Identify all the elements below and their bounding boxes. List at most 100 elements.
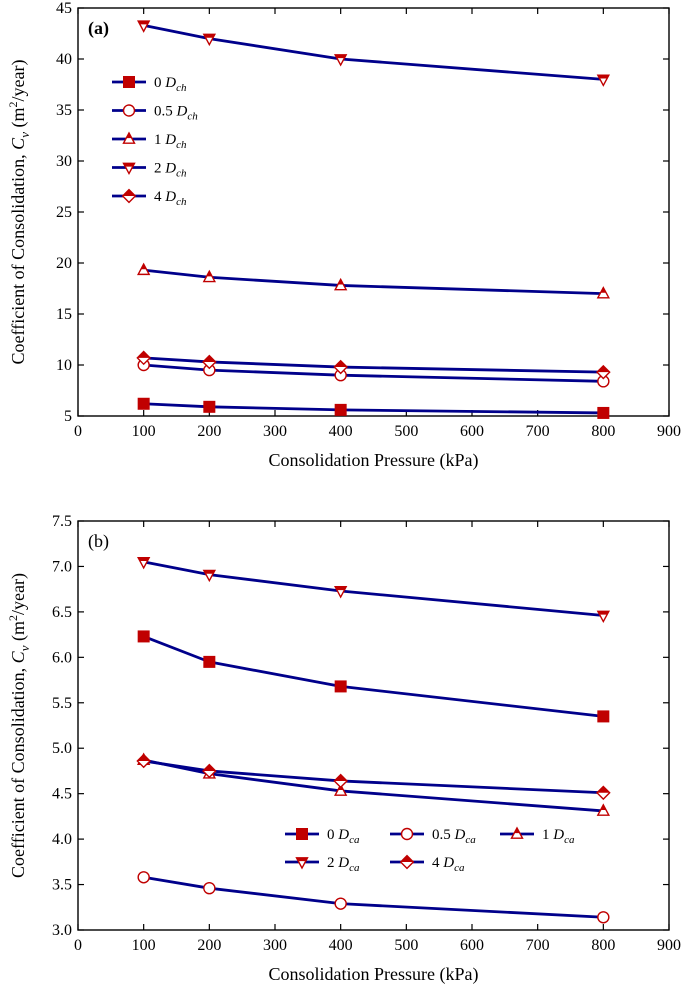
series-diamond <box>136 350 611 380</box>
data-point <box>136 262 151 276</box>
legend-marker <box>123 76 135 88</box>
data-point <box>596 803 611 816</box>
y-tick-label: 25 <box>56 204 72 221</box>
legend-marker <box>399 854 415 870</box>
panel-a-chart: 0 100 200 300 400 500 600 700 800 900 5 10 15 20 25 30 3… <box>6 0 681 471</box>
marker-fill <box>296 857 308 862</box>
x-axis-title: Consolidation Pressure (kPa) <box>269 964 479 985</box>
data-point <box>333 359 348 375</box>
marker-fill <box>140 264 147 270</box>
x-tick-label: 500 <box>394 937 418 954</box>
x-tick-label: 900 <box>657 423 681 440</box>
y-axis-title: Coefficient of Consolidation, Cv (m2/yea… <box>6 60 32 365</box>
legend-item: 2 Dch <box>112 161 187 180</box>
data-point <box>137 630 150 643</box>
y-tick-label: 7.5 <box>52 513 72 530</box>
series-triangle-down <box>136 20 611 87</box>
legend-marker <box>510 826 524 839</box>
series-line <box>143 875 604 919</box>
legend-item: 0.5 Dch <box>112 104 198 123</box>
x-tick-label: 200 <box>197 937 221 954</box>
series-line <box>143 759 604 795</box>
y-tick-label: 3.5 <box>52 877 72 894</box>
data-point <box>333 54 348 67</box>
data-point <box>333 277 348 291</box>
panel-b-chart: 0 100 200 300 400 500 600 700 800 900 3.0 3.5 4.0 4.5… <box>6 513 681 985</box>
data-point <box>596 364 611 380</box>
x-tick-label: 900 <box>657 937 681 954</box>
series-line <box>143 363 604 383</box>
panel-label: (a) <box>88 18 109 39</box>
data-point <box>596 610 611 624</box>
data-point <box>202 354 217 370</box>
marker-fill <box>203 34 215 38</box>
x-tick-label: 500 <box>394 423 418 440</box>
marker-fill <box>597 365 610 373</box>
y-tick-label: 15 <box>56 306 72 323</box>
y-tick-label: 35 <box>56 102 72 119</box>
data-point <box>137 871 150 884</box>
legend-item: 2 Dca <box>285 855 360 874</box>
data-point <box>136 20 151 33</box>
series-line <box>143 268 604 295</box>
marker-fill <box>206 271 213 277</box>
marker-fill <box>600 804 607 811</box>
x-tick-label: 100 <box>132 423 156 440</box>
series-line <box>143 402 604 415</box>
legend-marker <box>122 162 136 176</box>
legend-label: 1 Dca <box>542 827 575 846</box>
data-point <box>203 655 216 668</box>
legend-item: 1 Dca <box>500 826 575 846</box>
legend-item: 4 Dch <box>112 188 187 208</box>
y-tick-label: 10 <box>56 357 72 374</box>
legend-label: 2 Dch <box>154 161 187 180</box>
legend-label: 1 Dch <box>154 132 187 151</box>
x-tick-label: 100 <box>132 937 156 954</box>
series-triangle-up <box>136 752 611 816</box>
legend-label: 4 Dca <box>432 855 465 874</box>
series-circle <box>137 871 610 924</box>
x-tick-label: 0 <box>74 937 82 954</box>
legend-marker <box>400 827 414 841</box>
y-tick-label: 5 <box>64 408 72 425</box>
data-point <box>333 586 348 599</box>
x-tick-label: 700 <box>526 937 550 954</box>
data-point <box>597 911 610 924</box>
marker-fill <box>597 611 609 615</box>
x-tick-label: 400 <box>329 937 353 954</box>
data-point <box>136 556 151 570</box>
x-tick-label: 600 <box>460 423 484 440</box>
y-tick-label: 4.5 <box>52 786 72 803</box>
data-point <box>596 74 611 87</box>
legend-label: 0 Dch <box>154 75 187 94</box>
legend-label: 0.5 Dch <box>154 104 198 123</box>
data-point <box>596 785 611 801</box>
x-tick-label: 300 <box>263 423 287 440</box>
x-tick-label: 200 <box>197 423 221 440</box>
data-point <box>334 680 347 693</box>
y-tick-label: 5.0 <box>52 740 72 757</box>
data-point <box>597 406 610 419</box>
marker-fill <box>337 279 344 285</box>
y-tick-label: 6.0 <box>52 649 72 666</box>
y-tick-label: 45 <box>56 0 72 17</box>
y-tick-label: 20 <box>56 255 72 272</box>
plot-frame <box>77 520 670 931</box>
legend-label: 0 Dca <box>327 827 360 846</box>
marker-fill <box>137 754 150 761</box>
legend-item: 0 Dch <box>112 75 187 94</box>
x-tick-label: 800 <box>591 937 615 954</box>
series-line <box>143 560 604 617</box>
legend-marker <box>296 828 308 840</box>
marker-fill <box>514 827 520 834</box>
y-tick-label: 3.0 <box>52 922 72 939</box>
data-point <box>136 753 151 769</box>
y-tick-label: 40 <box>56 51 72 68</box>
legend-item: 0.5 Dca <box>390 827 476 846</box>
series-line <box>143 356 604 374</box>
panel-label: (b) <box>88 531 109 552</box>
series-triangle-up <box>136 262 611 299</box>
series-diamond <box>136 753 611 801</box>
data-point <box>334 897 347 910</box>
